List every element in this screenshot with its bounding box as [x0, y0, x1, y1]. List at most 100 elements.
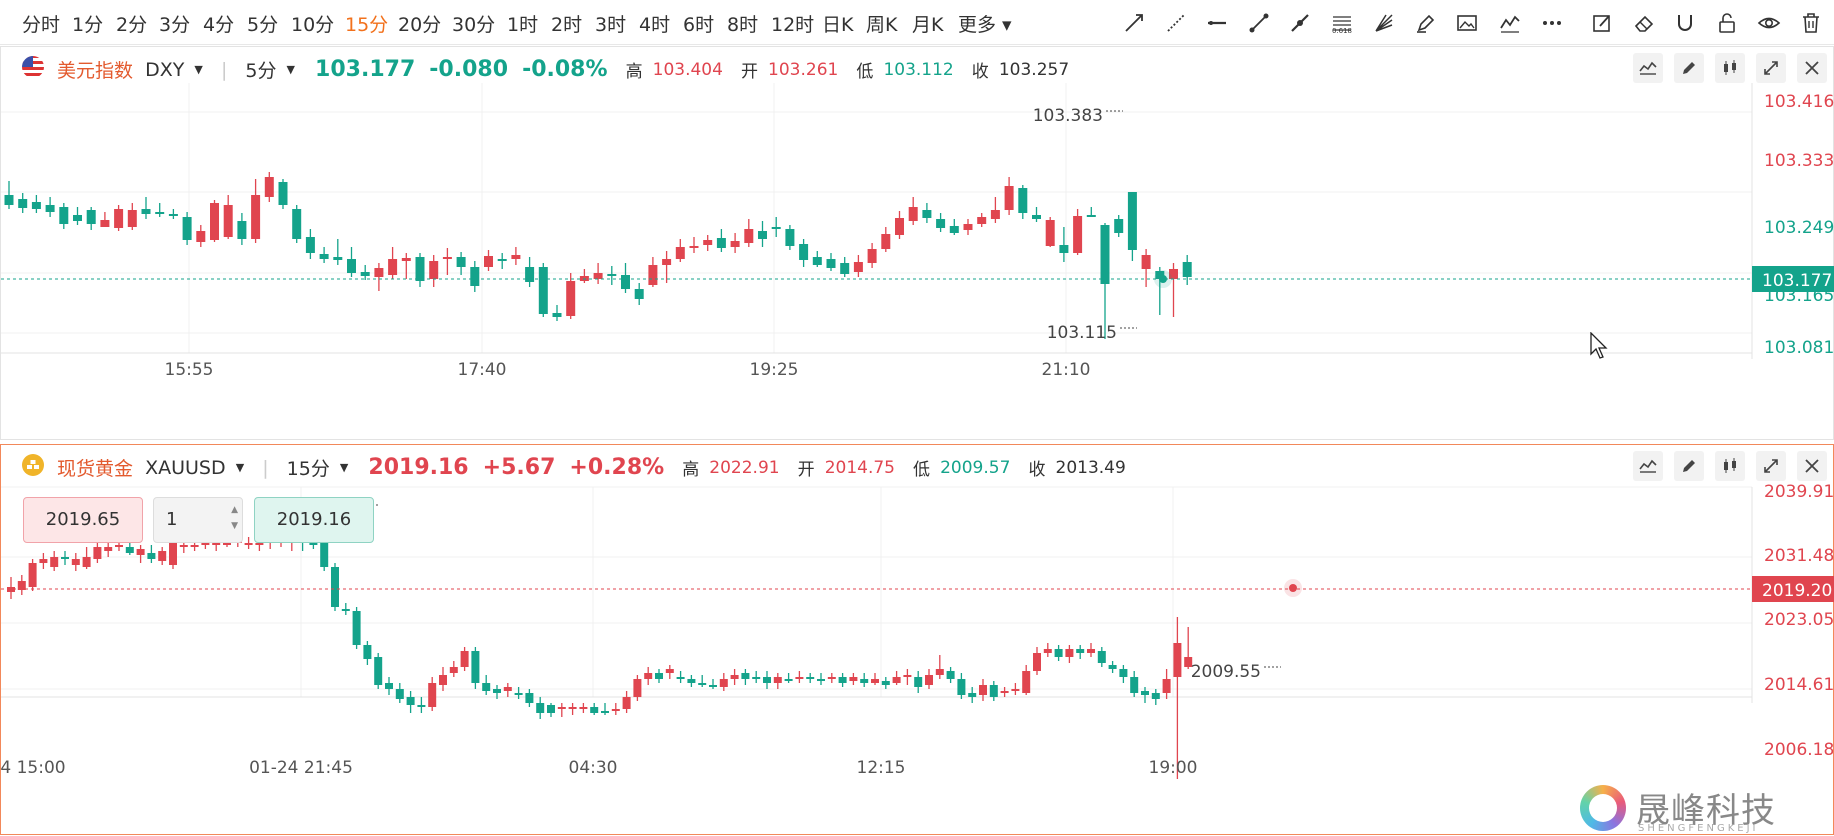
- timeframe-13[interactable]: 4时: [639, 14, 671, 36]
- candle: [827, 673, 836, 683]
- candle: [922, 203, 932, 223]
- trend-line-icon[interactable]: [1122, 11, 1146, 35]
- symbol-name[interactable]: 美元指数: [57, 60, 134, 82]
- interval-dropdown-icon[interactable]: ▼: [339, 461, 349, 474]
- dxy-chart-panel: 美元指数 DXY ▼ | 5分 ▼ 103.177 -0.080 -0.08% …: [0, 46, 1834, 440]
- lock-icon[interactable]: [1715, 11, 1739, 35]
- timeframe-3[interactable]: 3分: [159, 14, 191, 36]
- timeframe-17[interactable]: 日K: [822, 14, 854, 36]
- buy-price-button[interactable]: 2019.65: [23, 497, 143, 543]
- note-icon[interactable]: [1590, 11, 1614, 35]
- timeframe-15[interactable]: 8时: [727, 14, 759, 36]
- timeframe-11[interactable]: 2时: [551, 14, 583, 36]
- candle-style-icon[interactable]: [1714, 451, 1745, 481]
- watermark-text: 晟峰科技: [1636, 791, 1776, 831]
- candle: [497, 253, 507, 269]
- timeframe-18[interactable]: 周K: [866, 14, 898, 36]
- candle: [4, 181, 14, 209]
- candle: [169, 539, 177, 569]
- indicator-icon[interactable]: [1632, 451, 1663, 481]
- timeframe-10[interactable]: 1时: [507, 14, 539, 36]
- timeframe-4[interactable]: 4分: [203, 14, 235, 36]
- open-value: 2014.75: [824, 457, 895, 478]
- y-tick-label: 2014.61: [1764, 675, 1834, 695]
- eye-icon[interactable]: [1757, 11, 1781, 35]
- candle: [511, 247, 521, 265]
- interval-select[interactable]: 5分: [245, 60, 277, 82]
- symbol-dropdown-icon[interactable]: ▼: [194, 63, 203, 76]
- timeframe-0[interactable]: 分时: [22, 14, 61, 36]
- expand-icon[interactable]: [1755, 53, 1786, 83]
- candle: [168, 209, 178, 219]
- candle: [963, 219, 973, 235]
- candle: [979, 679, 987, 701]
- horizontal-line-icon[interactable]: [1205, 11, 1229, 35]
- candle-style-icon[interactable]: [1714, 53, 1745, 83]
- interval-dropdown-icon[interactable]: ▼: [286, 63, 295, 76]
- close-icon[interactable]: [1797, 53, 1827, 83]
- gold-coin-icon: [21, 453, 45, 482]
- symbol-code[interactable]: DXY: [145, 58, 185, 81]
- fibonacci-icon[interactable]: 0.618: [1330, 11, 1354, 35]
- trash-icon[interactable]: [1799, 11, 1823, 35]
- magnet-icon[interactable]: [1673, 11, 1697, 35]
- timeframe-6[interactable]: 10分: [291, 14, 335, 36]
- draw-icon[interactable]: [1673, 451, 1704, 481]
- timeframe-8[interactable]: 20分: [398, 14, 442, 36]
- indicator-icon[interactable]: [1632, 53, 1663, 83]
- xauusd-chart-panel: 现货黄金 XAUUSD ▼ | 15分 ▼ 2019.16 +5.67 +0.2…: [0, 444, 1834, 835]
- image-icon[interactable]: [1455, 11, 1479, 35]
- draw-icon[interactable]: [1673, 53, 1704, 83]
- candle: [363, 641, 372, 665]
- fan-icon[interactable]: [1372, 11, 1396, 35]
- divider: |: [220, 58, 228, 81]
- timeframe-7[interactable]: 15分: [345, 14, 389, 36]
- x-axis: 15:55 17:40 19:25 21:10: [165, 360, 1091, 380]
- candle: [1054, 645, 1063, 661]
- timeframe-14[interactable]: 6时: [683, 14, 715, 36]
- current-price-tag: 2019.20: [1752, 576, 1834, 602]
- timeframe-12[interactable]: 3时: [595, 14, 627, 36]
- candle: [482, 675, 491, 695]
- candle: [1108, 661, 1117, 673]
- candle: [1169, 263, 1178, 317]
- timeframe-1[interactable]: 1分: [72, 14, 104, 36]
- more-dots-icon[interactable]: [1540, 11, 1564, 35]
- ray-line-icon[interactable]: [1164, 11, 1188, 35]
- candle: [946, 667, 955, 683]
- timeframe-5[interactable]: 5分: [247, 14, 279, 36]
- candle: [428, 677, 437, 711]
- y-axis: 2039.91 2031.48 2023.05 2014.61 2006.18: [1764, 482, 1834, 760]
- symbol-dropdown-icon[interactable]: ▼: [235, 461, 245, 474]
- eraser-icon[interactable]: [1632, 11, 1656, 35]
- quantity-stepper[interactable]: 1 ▲ ▼: [153, 497, 243, 543]
- brush-line-icon[interactable]: [1288, 11, 1312, 35]
- y-tick-label: 2023.05: [1764, 610, 1834, 630]
- expand-icon[interactable]: [1755, 451, 1786, 481]
- segment-icon[interactable]: [1247, 11, 1271, 35]
- candle: [867, 243, 877, 268]
- dxy-candlestick-chart[interactable]: 103.416103.333103.249103.165103.081103.1…: [1, 47, 1834, 441]
- candle: [719, 673, 728, 691]
- candle: [244, 537, 253, 549]
- sell-price-button[interactable]: 2019.16: [254, 497, 374, 543]
- wave-icon[interactable]: [1498, 11, 1522, 35]
- interval-select[interactable]: 15分: [286, 458, 330, 480]
- logo-swirl-icon: [1580, 785, 1626, 831]
- timeframe-16[interactable]: 12时: [771, 14, 815, 36]
- timeframe-9[interactable]: 30分: [452, 14, 496, 36]
- timeframe-19[interactable]: 月K: [912, 14, 944, 36]
- xauusd-candlestick-chart[interactable]: 2039.91 2031.48 2023.05 2014.61 2006.18 2019.…: [1, 445, 1834, 836]
- timeframe-2[interactable]: 2分: [116, 14, 148, 36]
- symbol-code[interactable]: XAUUSD: [145, 456, 226, 479]
- highlighter-icon[interactable]: [1414, 11, 1438, 35]
- candle: [1033, 647, 1041, 675]
- candle: [547, 703, 555, 717]
- close-icon[interactable]: [1797, 451, 1827, 481]
- candle: [305, 229, 315, 259]
- timeframe-20[interactable]: 更多 ▾: [958, 14, 1012, 36]
- candle: [1032, 207, 1041, 222]
- grid: [1, 83, 1752, 353]
- stepper-arrows-icon[interactable]: ▲ ▼: [231, 505, 238, 531]
- symbol-name[interactable]: 现货黄金: [57, 458, 134, 480]
